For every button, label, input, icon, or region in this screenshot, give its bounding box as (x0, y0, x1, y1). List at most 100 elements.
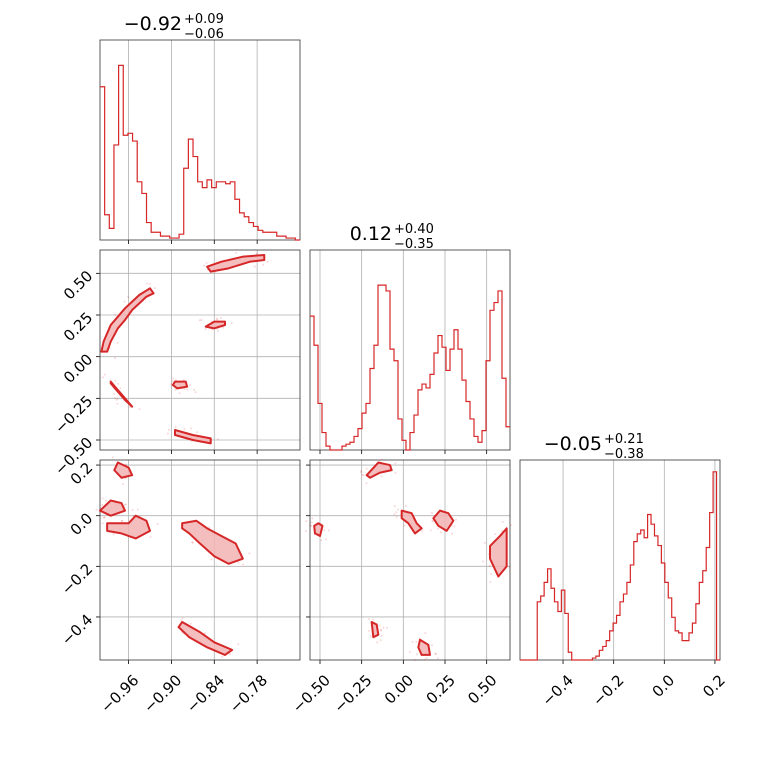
sample-point (367, 618, 370, 621)
sample-point (116, 402, 119, 405)
sample-point (369, 635, 372, 638)
sample-point (114, 313, 117, 316)
sample-point (411, 641, 414, 644)
contour-region (181, 519, 244, 565)
sample-point (437, 527, 440, 530)
sample-point (325, 538, 328, 541)
sample-point (181, 617, 184, 620)
sample-point (128, 406, 131, 409)
sample-point (210, 328, 213, 331)
axes-frame (309, 249, 511, 451)
axes-frame (99, 39, 301, 241)
sample-point (453, 525, 456, 528)
sample-point (183, 427, 186, 430)
sample-point (123, 300, 126, 303)
sample-point (262, 263, 265, 266)
sample-point (191, 541, 194, 544)
sample-point (266, 261, 269, 264)
y-tick-label: −0.25 (51, 392, 96, 437)
sample-point (309, 524, 312, 527)
x-tick-label: 0.00 (381, 671, 417, 707)
sample-point (489, 580, 492, 583)
sample-point (230, 321, 233, 324)
sample-point (111, 456, 114, 459)
sample-point (508, 565, 511, 568)
title-value-1: −0.92 (124, 13, 182, 35)
sample-point (115, 398, 118, 401)
title-minus-1: −0.06 (184, 27, 224, 42)
sample-point (380, 458, 383, 461)
sample-point (490, 572, 493, 575)
title-plus-1: +0.09 (184, 12, 224, 27)
sample-point (393, 505, 396, 508)
sample-point (186, 388, 189, 391)
sample-point (219, 316, 222, 319)
sample-point (189, 427, 192, 430)
sample-point (103, 373, 106, 376)
sample-point (210, 558, 213, 561)
sample-point (116, 341, 119, 344)
title-value-3: −0.05 (544, 433, 602, 455)
sample-point (380, 629, 383, 632)
y-tick-label: 0.0 (67, 509, 97, 539)
contour-region (365, 461, 393, 479)
sample-point (360, 470, 363, 473)
sample-point (431, 520, 434, 523)
sample-point (99, 346, 102, 349)
x-tick-label: −0.78 (226, 671, 271, 716)
sample-point (488, 564, 491, 567)
contour-region (113, 461, 134, 479)
sample-point (167, 428, 170, 431)
contour-region (204, 320, 226, 330)
sample-point (116, 397, 119, 400)
sample-point (105, 499, 108, 502)
sample-point (310, 524, 313, 527)
x-tick-label: −0.90 (140, 671, 185, 716)
sample-point (310, 521, 313, 524)
sample-point (362, 474, 365, 477)
sample-point (395, 515, 398, 518)
sample-point (149, 536, 152, 539)
sample-point (311, 517, 314, 520)
axes-frame (309, 459, 511, 661)
sample-point (156, 523, 159, 526)
sample-point (174, 425, 177, 428)
contour-region (417, 638, 431, 656)
sample-point (208, 526, 211, 529)
sample-point (174, 379, 177, 382)
sample-point (255, 252, 258, 255)
y-tick-label: 0.25 (60, 309, 96, 345)
sample-point (103, 516, 106, 519)
sample-point (171, 380, 174, 383)
sample-point (327, 529, 330, 532)
sample-point (113, 393, 116, 396)
contour-region (489, 527, 508, 578)
sample-point (380, 475, 383, 478)
sample-point (242, 563, 245, 566)
sample-point (434, 652, 437, 655)
sample-point (217, 330, 220, 333)
sample-point (215, 317, 218, 320)
sample-point (482, 560, 485, 563)
sample-point (305, 529, 308, 532)
axes-frame (519, 459, 721, 661)
sample-point (178, 392, 181, 395)
sample-point (222, 326, 225, 329)
sample-point (221, 655, 224, 658)
sample-point (385, 626, 388, 629)
x-tick-label: −0.25 (330, 671, 375, 716)
sample-point (421, 529, 424, 532)
sample-point (196, 431, 199, 434)
sample-point (116, 382, 119, 385)
sample-point (235, 251, 238, 254)
sample-point (114, 379, 117, 382)
sample-point (376, 641, 379, 644)
sample-point (148, 282, 151, 285)
y-tick-label: 0.50 (60, 267, 96, 303)
sample-point (439, 531, 442, 534)
histogram-2 (310, 284, 510, 451)
sample-point (194, 391, 197, 394)
sample-point (114, 357, 117, 360)
sample-point (204, 632, 207, 635)
